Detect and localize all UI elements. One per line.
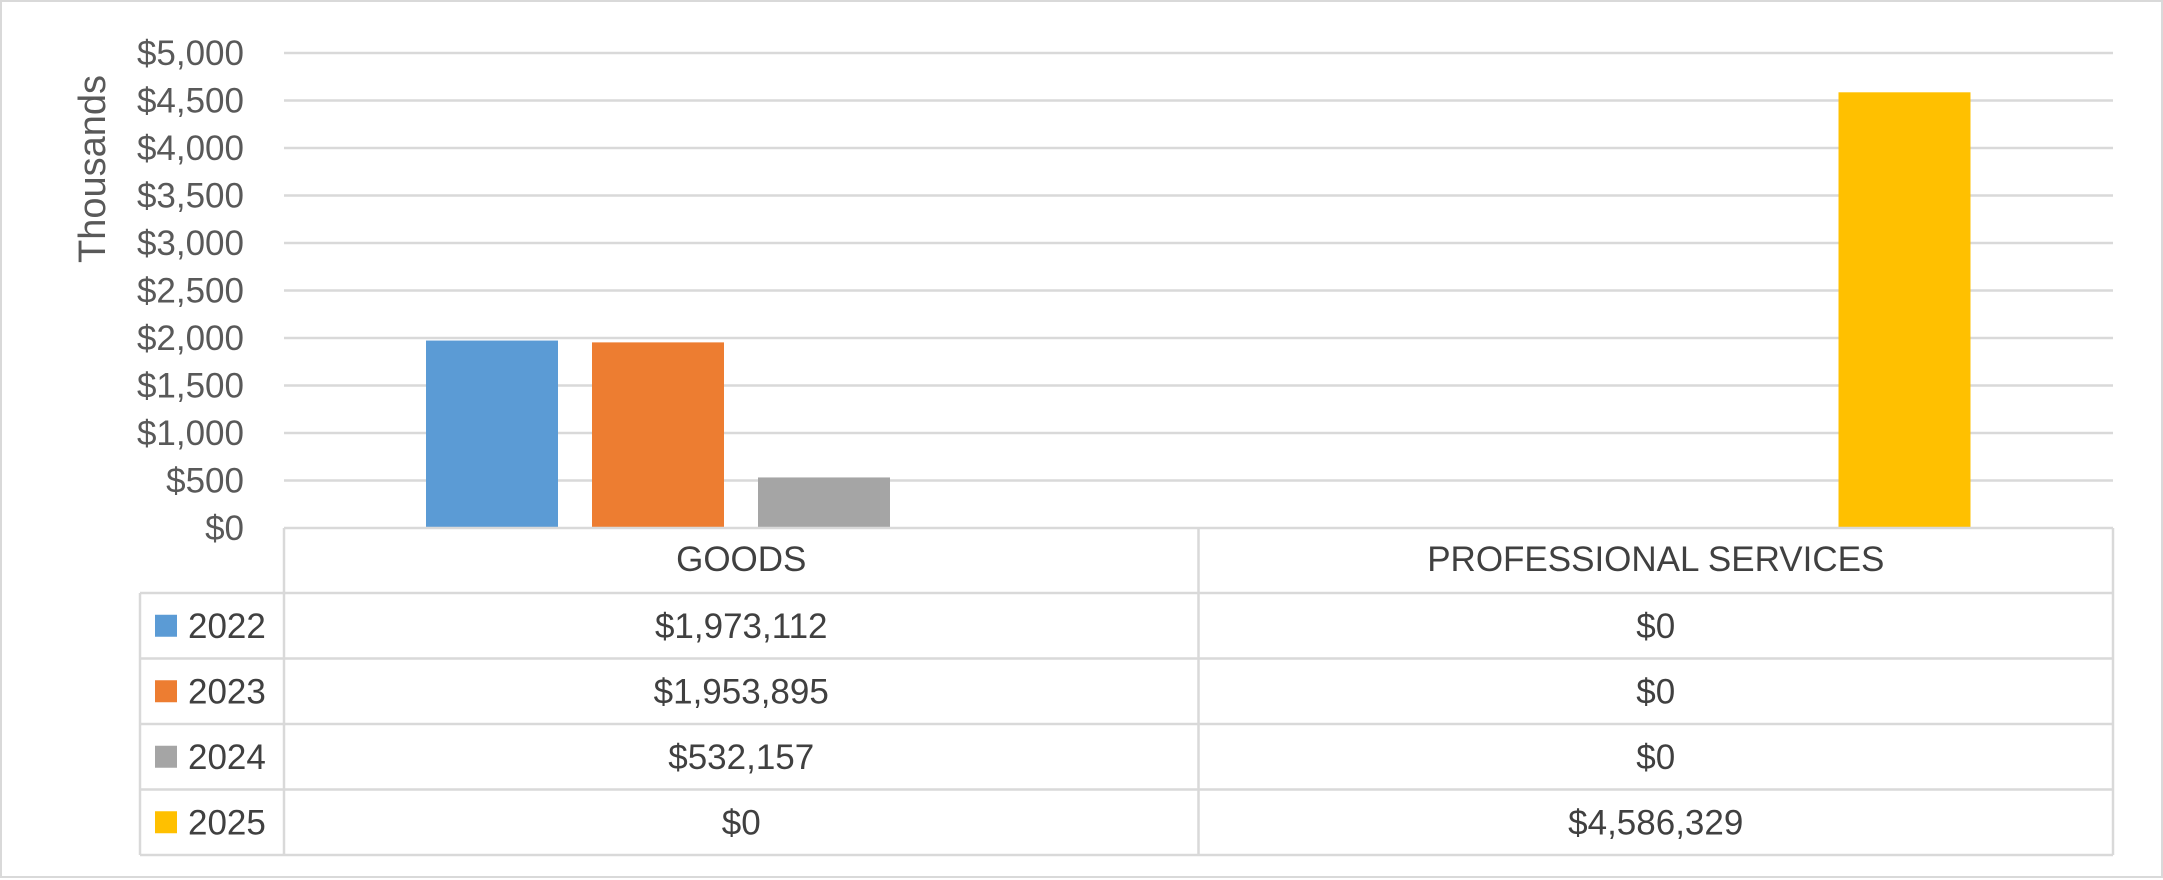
y-axis-title: Thousands (72, 75, 114, 263)
bar-2023-goods (592, 342, 724, 528)
data-table-value: $1,973,112 (655, 607, 828, 646)
y-tick-label: $500 (166, 462, 244, 501)
y-tick-label: $4,000 (137, 129, 244, 168)
data-table-value: $0 (1636, 738, 1675, 777)
y-tick-label: $5,000 (137, 34, 244, 73)
legend-label: 2022 (188, 607, 266, 646)
legend-swatch-2025 (155, 811, 177, 834)
y-tick-label: $0 (205, 509, 244, 548)
data-table-value: $4,586,329 (1568, 803, 1743, 842)
bar-2025-professional-services (1838, 92, 1971, 529)
y-tick-label: $1,500 (137, 367, 244, 406)
data-table-value: $1,953,895 (654, 672, 829, 711)
data-table-value: $0 (1636, 607, 1675, 646)
legend-label: 2024 (188, 738, 266, 777)
bar-2024-goods (758, 477, 890, 528)
y-tick-label: $2,500 (137, 272, 244, 311)
legend-label: 2023 (188, 672, 266, 711)
data-table-value: $0 (722, 803, 761, 842)
legend-swatch-2022 (155, 614, 177, 637)
y-tick-label: $3,000 (137, 224, 244, 263)
data-table-value: $0 (1636, 672, 1675, 711)
y-tick-label: $2,000 (137, 319, 244, 358)
y-tick-label: $4,500 (137, 82, 244, 121)
data-table-value: $532,157 (668, 738, 814, 777)
legend-label: 2025 (188, 803, 266, 842)
y-tick-label: $1,000 (137, 414, 244, 453)
y-tick-label: $3,500 (137, 177, 244, 216)
category-label: PROFESSIONAL SERVICES (1427, 540, 1884, 579)
bar-2022-goods (426, 340, 558, 528)
legend-swatch-2023 (155, 680, 177, 703)
legend-swatch-2024 (155, 745, 177, 768)
category-label: GOODS (676, 540, 806, 579)
